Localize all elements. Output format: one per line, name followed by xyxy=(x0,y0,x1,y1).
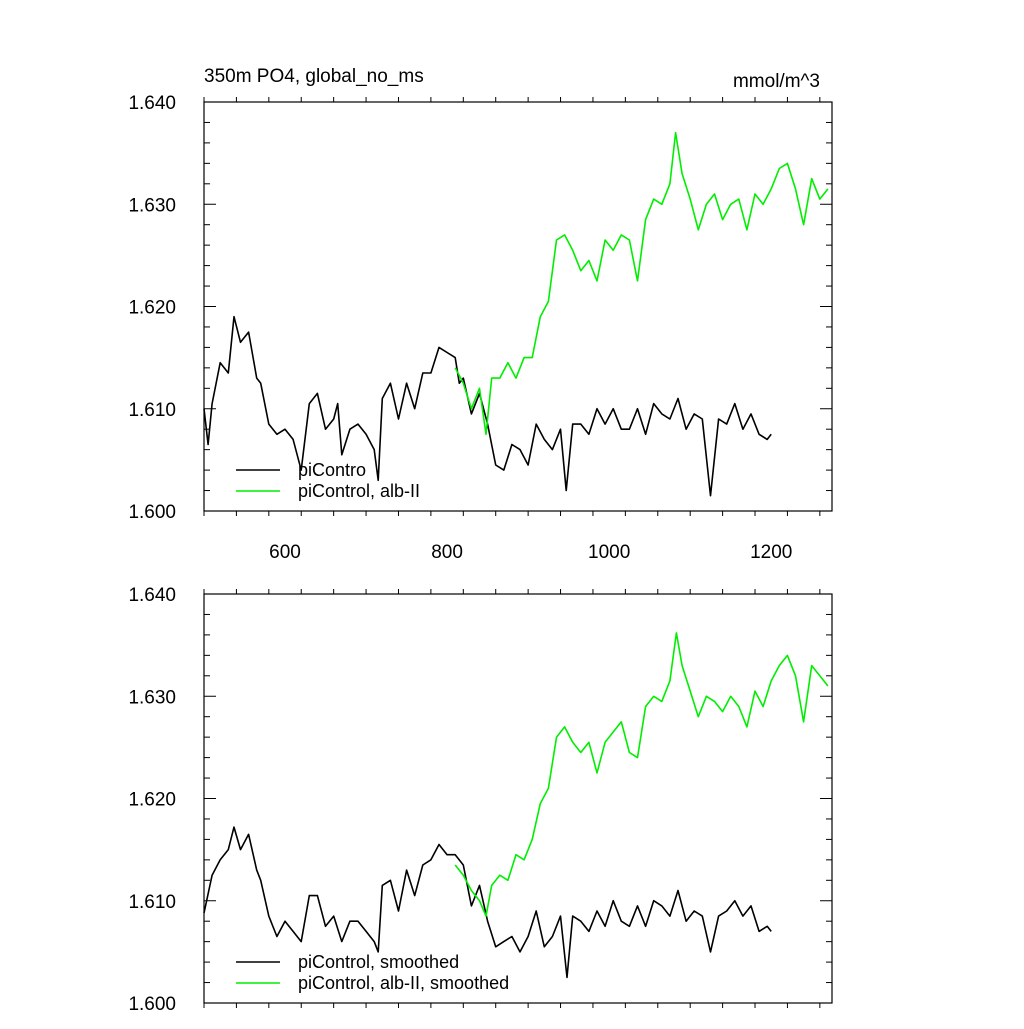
series-line-1 xyxy=(203,315,772,497)
chart-units: mmol/m^3 xyxy=(733,71,820,92)
x-tick-label: 1200 xyxy=(750,542,792,563)
y-tick-label: 1.640 xyxy=(128,585,176,606)
y-tick-label: 1.620 xyxy=(128,790,176,811)
series-line-2 xyxy=(454,131,829,436)
x-tick-label: 800 xyxy=(431,542,463,563)
y-tick-label: 1.630 xyxy=(128,195,176,216)
y-tick-label: 1.620 xyxy=(128,298,176,319)
plot-frame xyxy=(203,593,833,1004)
chart-title: 350m PO4, global_no_ms xyxy=(204,66,424,87)
panel-top: 1.600 1.610 1.620 1.630 1.640 600 800 1000 1200 p… xyxy=(128,93,833,563)
y-tick-label: 1.640 xyxy=(128,93,176,114)
series-line-2 xyxy=(454,632,829,917)
series-line-1 xyxy=(203,826,772,979)
y-tick-label: 1.600 xyxy=(128,994,176,1015)
panel-bottom: 1.600 1.610 1.620 1.630 1.640 piControl, smoo… xyxy=(128,585,833,1015)
y-tick-label: 1.600 xyxy=(128,502,176,523)
y-tick-label: 1.630 xyxy=(128,687,176,708)
legend-label-2: piControl, alb-II xyxy=(298,481,420,501)
legend-label-1: piContro xyxy=(298,460,366,480)
plot-frame xyxy=(203,101,833,512)
x-tick-label: 600 xyxy=(269,542,301,563)
legend-label-2: piControl, alb-II, smoothed xyxy=(298,973,509,993)
x-tick-label: 1000 xyxy=(588,542,630,563)
y-tick-label: 1.610 xyxy=(128,892,176,913)
y-tick-label: 1.610 xyxy=(128,400,176,421)
legend-label-1: piControl, smoothed xyxy=(298,952,459,972)
